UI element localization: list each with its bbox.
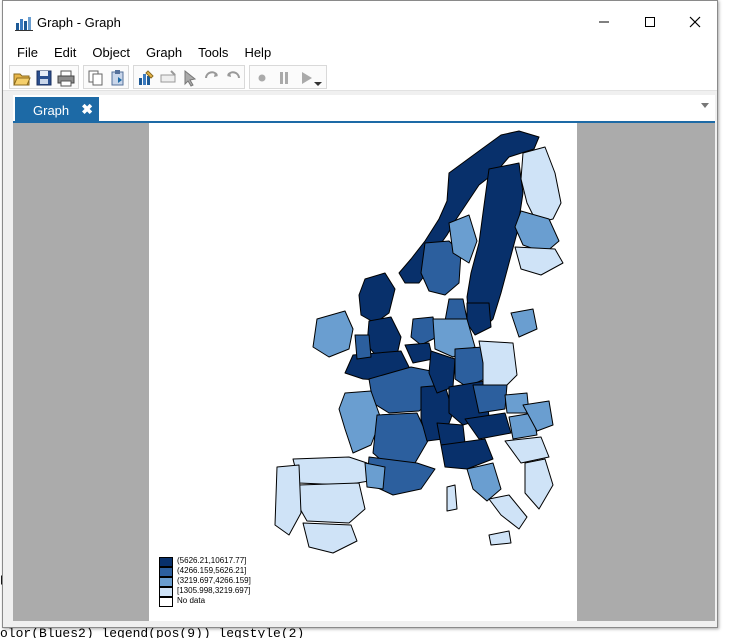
- graph-page[interactable]: (5626.21,10617.77] (4266.159,5626.21] (3…: [149, 123, 577, 621]
- open-folder-icon[interactable]: [13, 69, 31, 87]
- netherlands-region: [410, 316, 438, 346]
- legend-label: (3219.697,4266.159]: [177, 576, 251, 585]
- legend-label: (4266.159,5626.21]: [177, 566, 247, 575]
- baltic-region: [510, 308, 538, 338]
- catalonia-region: [364, 462, 386, 490]
- record-icon[interactable]: [253, 69, 271, 87]
- spain-north-region: [292, 456, 370, 486]
- play-icon[interactable]: [297, 69, 315, 87]
- legend-label: [1305.998,3219.697]: [177, 586, 251, 595]
- italy-south-region: [488, 494, 528, 530]
- romania-region: [522, 400, 554, 432]
- greece-region: [524, 458, 554, 510]
- print-icon[interactable]: [57, 69, 75, 87]
- play-dropdown-icon[interactable]: [313, 69, 323, 87]
- choropleth-map: [274, 130, 564, 554]
- germany-west-region: [428, 350, 456, 394]
- redo-icon[interactable]: [224, 69, 242, 87]
- spain-central-region: [298, 482, 366, 524]
- austria-region: [464, 412, 512, 440]
- rename-icon[interactable]: [159, 69, 177, 87]
- tab-strip: Graph ✖: [13, 95, 715, 123]
- toolbar-group-recorder: [249, 65, 327, 89]
- toolbar-group-clipboard: [83, 65, 129, 89]
- pause-icon[interactable]: [275, 69, 293, 87]
- toolbar-group-file: [9, 65, 79, 89]
- switzerland-region: [436, 422, 466, 446]
- graph-canvas-area[interactable]: (5626.21,10617.77] (4266.159,5626.21] (3…: [13, 123, 715, 621]
- wales-region: [354, 334, 372, 360]
- graph-app-icon: [15, 17, 33, 31]
- sicily-region: [488, 530, 512, 546]
- balkans-region: [504, 436, 550, 464]
- legend-swatch: [159, 587, 173, 597]
- menu-bar: File Edit Object Graph Tools Help: [3, 41, 717, 63]
- maximize-button[interactable]: [627, 9, 673, 35]
- tab-underline: [13, 121, 715, 123]
- title-bar[interactable]: Graph - Graph: [3, 1, 717, 41]
- menu-file[interactable]: File: [17, 44, 38, 60]
- norway-west-region: [448, 214, 478, 264]
- save-icon[interactable]: [35, 69, 53, 87]
- maximize-icon: [645, 17, 655, 27]
- window-title: Graph - Graph: [37, 15, 121, 30]
- france-west-region: [338, 390, 382, 454]
- italy-central-region: [466, 462, 502, 502]
- menu-graph[interactable]: Graph: [145, 44, 183, 60]
- graph-window: Graph - Graph File Edit Object Graph Too…: [2, 0, 718, 628]
- ireland-region: [312, 310, 354, 358]
- tab-graph[interactable]: Graph ✖: [15, 97, 99, 123]
- paste-icon[interactable]: [109, 69, 127, 87]
- menu-object[interactable]: Object: [92, 44, 130, 60]
- spain-south-region: [302, 522, 358, 554]
- legend-swatch: [159, 557, 173, 567]
- norway-south-region: [420, 240, 462, 296]
- close-icon: [689, 16, 701, 28]
- minimize-button[interactable]: [581, 9, 627, 35]
- tab-close-icon[interactable]: ✖: [81, 101, 93, 117]
- close-button[interactable]: [672, 9, 718, 35]
- italy-north-region: [440, 438, 494, 470]
- minimize-icon: [599, 21, 609, 23]
- scotland-region: [358, 272, 396, 324]
- menu-help[interactable]: Help: [244, 44, 272, 60]
- belgium-region: [404, 342, 434, 364]
- command-echo-line: olor(Blues2) legend(pos(9)) legstyle(2): [0, 626, 305, 638]
- sardinia-region: [446, 484, 458, 512]
- menu-edit[interactable]: Edit: [53, 44, 77, 60]
- menu-tools[interactable]: Tools: [198, 44, 229, 60]
- pointer-tool-icon[interactable]: [181, 69, 199, 87]
- graph-editor-icon[interactable]: [137, 69, 155, 87]
- toolbar: [3, 63, 717, 91]
- portugal-region: [274, 464, 302, 536]
- hungary-region: [508, 412, 538, 440]
- tab-graph-label: Graph: [33, 102, 70, 118]
- czechia-region: [472, 384, 508, 414]
- toolbar-group-edit: [133, 65, 245, 89]
- legend-swatch: [159, 577, 173, 587]
- copy-icon[interactable]: [87, 69, 105, 87]
- tab-list-dropdown-icon[interactable]: [701, 103, 709, 108]
- finland-south-region: [514, 246, 564, 276]
- legend-label: (5626.21,10617.77]: [177, 556, 247, 565]
- legend-swatch: [159, 567, 173, 577]
- legend-label: No data: [177, 596, 206, 605]
- legend-swatch: [159, 597, 173, 607]
- finland-north-region: [520, 146, 562, 224]
- undo-icon[interactable]: [203, 69, 221, 87]
